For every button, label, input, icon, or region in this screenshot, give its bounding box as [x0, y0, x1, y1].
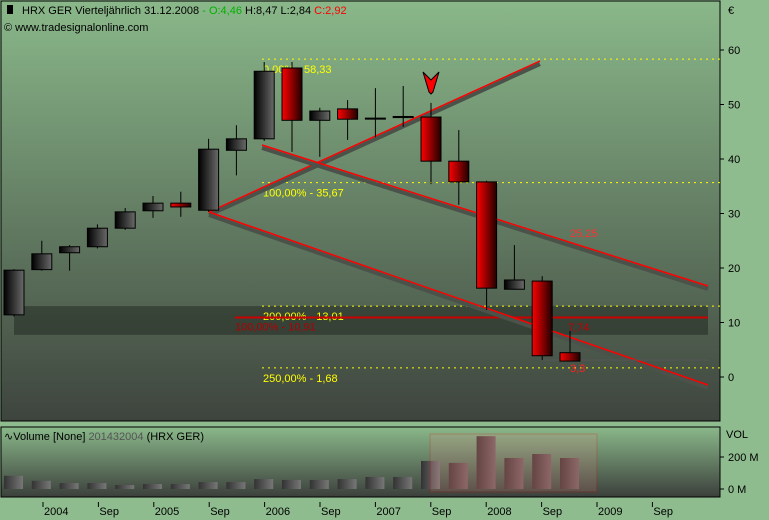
high-label: 7,74 [568, 322, 589, 334]
volume-bar [170, 484, 190, 489]
candle-body [476, 181, 498, 289]
price-tick-label: 40 [728, 154, 740, 166]
volume-bar [198, 482, 218, 489]
red-level-label: 100,00% - 10,91 [235, 322, 316, 334]
currency-label: € [728, 5, 734, 17]
volume-bar [31, 480, 51, 489]
candle-body [86, 227, 108, 248]
low-label: 3,3 [570, 363, 585, 375]
candle-body [364, 117, 386, 120]
time-tick-label: Sep [321, 506, 341, 518]
candle-body [59, 246, 81, 254]
sell-arrow-icon [422, 71, 440, 95]
volume-bar [476, 436, 496, 489]
time-tick-label: 2006 [266, 506, 290, 518]
candle-body [225, 138, 247, 151]
candle-body [448, 160, 470, 183]
candle-body [253, 70, 275, 140]
candle-body [503, 279, 525, 290]
volume-bar [115, 485, 135, 489]
candle-body [3, 269, 25, 316]
header-line: HRX GER Vierteljährlich 31.12.2008 - O:4… [22, 5, 347, 17]
volume-tick-label: 0 M [728, 484, 746, 496]
volume-bar [365, 476, 385, 489]
price-tick-label: 0 [728, 372, 734, 384]
candle-body [559, 352, 581, 362]
candle-body [31, 253, 53, 271]
time-tick-label: Sep [432, 506, 452, 518]
volume-bar [309, 479, 329, 489]
volume-tick-label: 200 M [728, 452, 759, 464]
candle-body [531, 280, 553, 357]
trendline [208, 60, 541, 213]
time-tick-label: Sep [543, 506, 563, 518]
volume-bar [448, 462, 468, 489]
volume-highlight-box [429, 433, 598, 493]
volume-bar [59, 483, 79, 489]
volume-bar [254, 479, 274, 489]
support-band [14, 306, 708, 335]
volume-bar [560, 457, 579, 489]
fib-label: 250,00% - 1,68 [263, 373, 338, 385]
candle-body [420, 116, 442, 162]
candle-body [337, 108, 359, 120]
candle-body [114, 211, 136, 229]
candle-body [198, 148, 220, 211]
volume-title: ∿Volume [None] 201432004 (HRX GER) [4, 431, 204, 443]
time-tick-label: 2005 [155, 506, 179, 518]
price-tick-label: 20 [728, 263, 740, 275]
volume-bar [282, 479, 301, 489]
price-panel [0, 0, 721, 422]
time-tick-label: Sep [99, 506, 119, 518]
time-tick-label: Sep [210, 506, 230, 518]
candle-body [309, 110, 331, 121]
price-tick-label: 30 [728, 209, 740, 221]
trendline-shadow [208, 62, 541, 217]
candle-body [142, 202, 164, 212]
trendline [208, 211, 709, 386]
price-tick-label: 50 [728, 100, 740, 112]
channel-label: 25,25 [570, 228, 598, 240]
candle-body [392, 115, 414, 119]
copyright: © www.tradesignalonline.com [4, 22, 148, 34]
volume-bar [393, 476, 413, 489]
volume-bar [143, 484, 162, 489]
price-tick-label: 10 [728, 318, 740, 330]
volume-axis-label: VOL [726, 429, 748, 441]
trendline-shadow [208, 213, 709, 390]
time-tick-label: 2008 [487, 506, 511, 518]
volume-bar [337, 479, 357, 489]
volume-bar [421, 460, 440, 489]
volume-bar [226, 482, 246, 489]
fib-label: 100,00% - 35,67 [263, 188, 344, 200]
time-tick-label: Sep [653, 506, 673, 518]
volume-bar [4, 475, 23, 489]
time-tick-label: 2009 [598, 506, 622, 518]
volume-bar [532, 454, 552, 489]
time-tick-label: 2004 [44, 506, 68, 518]
time-tick-label: 2007 [376, 506, 400, 518]
candle-icon [7, 5, 13, 14]
volume-bar [87, 483, 107, 489]
volume-bar [504, 457, 524, 489]
candle-body [281, 67, 303, 121]
candle-body [170, 202, 192, 208]
price-tick-label: 60 [728, 45, 740, 57]
